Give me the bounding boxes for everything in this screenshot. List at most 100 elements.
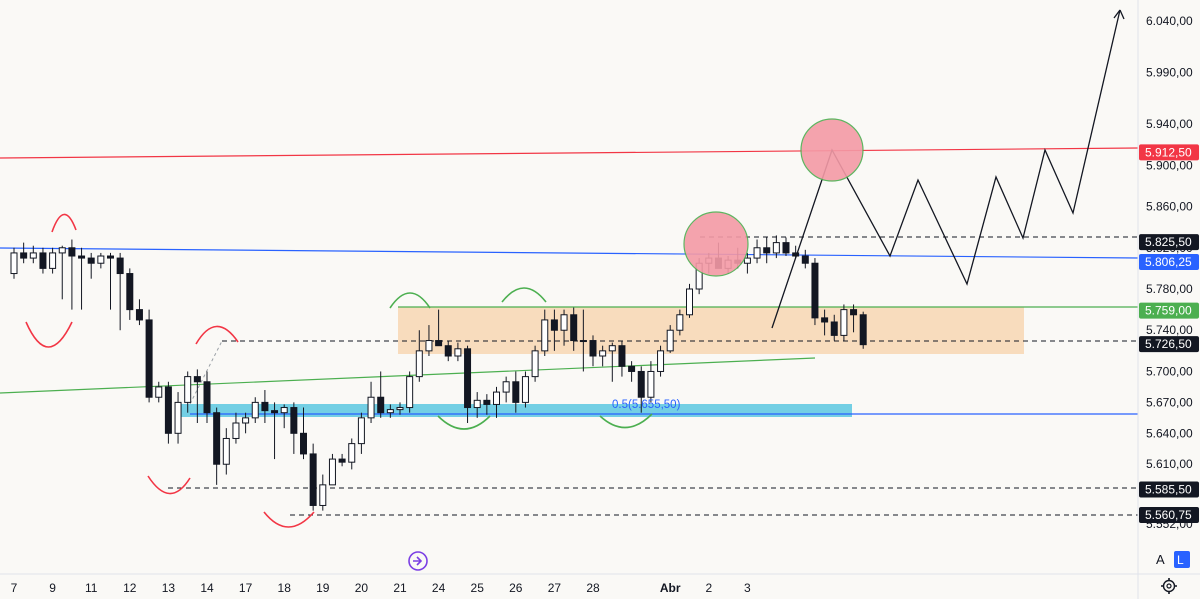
log-scale-button[interactable]: [1174, 551, 1190, 568]
replay-icon[interactable]: [408, 551, 428, 571]
price-label-bg: [1139, 144, 1199, 161]
demand-zone: [178, 404, 852, 417]
candle-body: [782, 242, 790, 254]
candle-body: [579, 340, 587, 343]
candle: [357, 412, 365, 454]
candle: [145, 309, 153, 403]
candle: [473, 392, 481, 418]
candle-body: [49, 252, 57, 269]
price-tick-label: 5.740,00: [1146, 323, 1193, 337]
candle: [521, 371, 529, 408]
time-tick-label: 13: [162, 581, 176, 595]
price-tick-label: 6.040,00: [1146, 14, 1193, 28]
candle: [309, 443, 317, 511]
time-tick-label: 11: [85, 581, 98, 595]
candle: [493, 386, 500, 418]
candle-body: [608, 345, 616, 352]
price-labels: 5.912,50 5.825,50 5.806,25 5.759,00 5.726,50…: [1139, 144, 1199, 523]
price-tick-label: 5.990,00: [1146, 66, 1193, 80]
candle: [377, 371, 385, 418]
time-tick-label: Abr: [660, 581, 681, 595]
gear-icon[interactable]: [1161, 578, 1177, 594]
candle: [782, 237, 790, 257]
candle-body: [628, 365, 636, 372]
candle-body: [570, 314, 578, 342]
projection-arrow-left: [1113, 9, 1121, 19]
candle-body: [145, 319, 153, 398]
candle: [213, 407, 221, 485]
candle: [483, 394, 491, 415]
candle: [271, 402, 279, 460]
price-label-text: 5.825,50: [1145, 235, 1192, 249]
price-label-bg: [1139, 302, 1199, 319]
candle-body: [637, 370, 645, 398]
time-tick-label: 3: [744, 581, 751, 595]
candle: [396, 402, 404, 415]
candle-body: [743, 257, 751, 264]
time-tick-label: 20: [355, 581, 369, 595]
candle-body: [502, 381, 510, 393]
time-tick-label: 17: [239, 581, 253, 595]
candle-body: [222, 437, 230, 465]
candle-body: [772, 242, 780, 254]
price-label-bg: [1139, 336, 1199, 353]
auto-scale-button[interactable]: A: [1156, 552, 1165, 567]
swing-low-arc: [147, 475, 191, 495]
candle: [290, 402, 298, 454]
candle-body: [290, 407, 298, 434]
candle-body: [454, 348, 462, 357]
candle: [319, 474, 327, 511]
candle: [628, 361, 636, 382]
candle-body: [107, 255, 114, 259]
candle: [107, 252, 114, 310]
candle-body: [493, 391, 500, 405]
candle-body: [415, 350, 423, 378]
candle: [763, 237, 771, 264]
candle-body: [541, 319, 549, 352]
candle: [560, 309, 568, 346]
time-tick-label: 25: [471, 581, 485, 595]
candle-body: [357, 417, 365, 445]
price-label-text: 5.912,50: [1145, 145, 1192, 159]
candle-body: [840, 309, 848, 336]
projection-path: [771, 9, 1121, 329]
candle: [550, 309, 558, 351]
price-tick-label: 5.640,00: [1146, 426, 1193, 440]
price-label-text: 5.560,75: [1145, 508, 1192, 522]
candle-body: [184, 376, 192, 403]
candle: [850, 304, 858, 333]
candle-body: [859, 314, 867, 346]
price-label-bg: [1139, 234, 1199, 251]
candle: [251, 397, 259, 424]
candle: [425, 325, 433, 357]
candle: [811, 258, 819, 326]
candle: [386, 404, 394, 418]
price-tick-label: 5.940,00: [1146, 117, 1193, 131]
candle: [801, 249, 809, 269]
target-circle-top: [800, 118, 864, 182]
candle-body: [348, 443, 356, 463]
candle-body: [338, 458, 346, 463]
candle: [570, 307, 578, 351]
candle-body: [850, 309, 858, 316]
candle-body: [444, 345, 452, 357]
candle: [10, 247, 18, 279]
candle: [830, 314, 838, 341]
price-tick-label: 5.610,00: [1146, 457, 1193, 471]
candle-body: [483, 399, 491, 405]
candle: [502, 376, 510, 403]
swing-high-arc: [501, 287, 547, 303]
candle: [49, 247, 57, 274]
price-label-bg: [1139, 507, 1199, 523]
price-label-bg: [1139, 481, 1199, 498]
candle-body: [386, 409, 394, 414]
candle: [406, 371, 414, 413]
candle-body: [309, 453, 317, 506]
candle-body: [328, 458, 336, 486]
time-axis[interactable]: 7 9 11 12 13 14 17 18 19 20 21 24 25 26 27 28 Abr 2 3: [11, 581, 751, 595]
price-label: 5.726,50: [1139, 336, 1199, 353]
time-tick-label: 7: [11, 581, 18, 595]
